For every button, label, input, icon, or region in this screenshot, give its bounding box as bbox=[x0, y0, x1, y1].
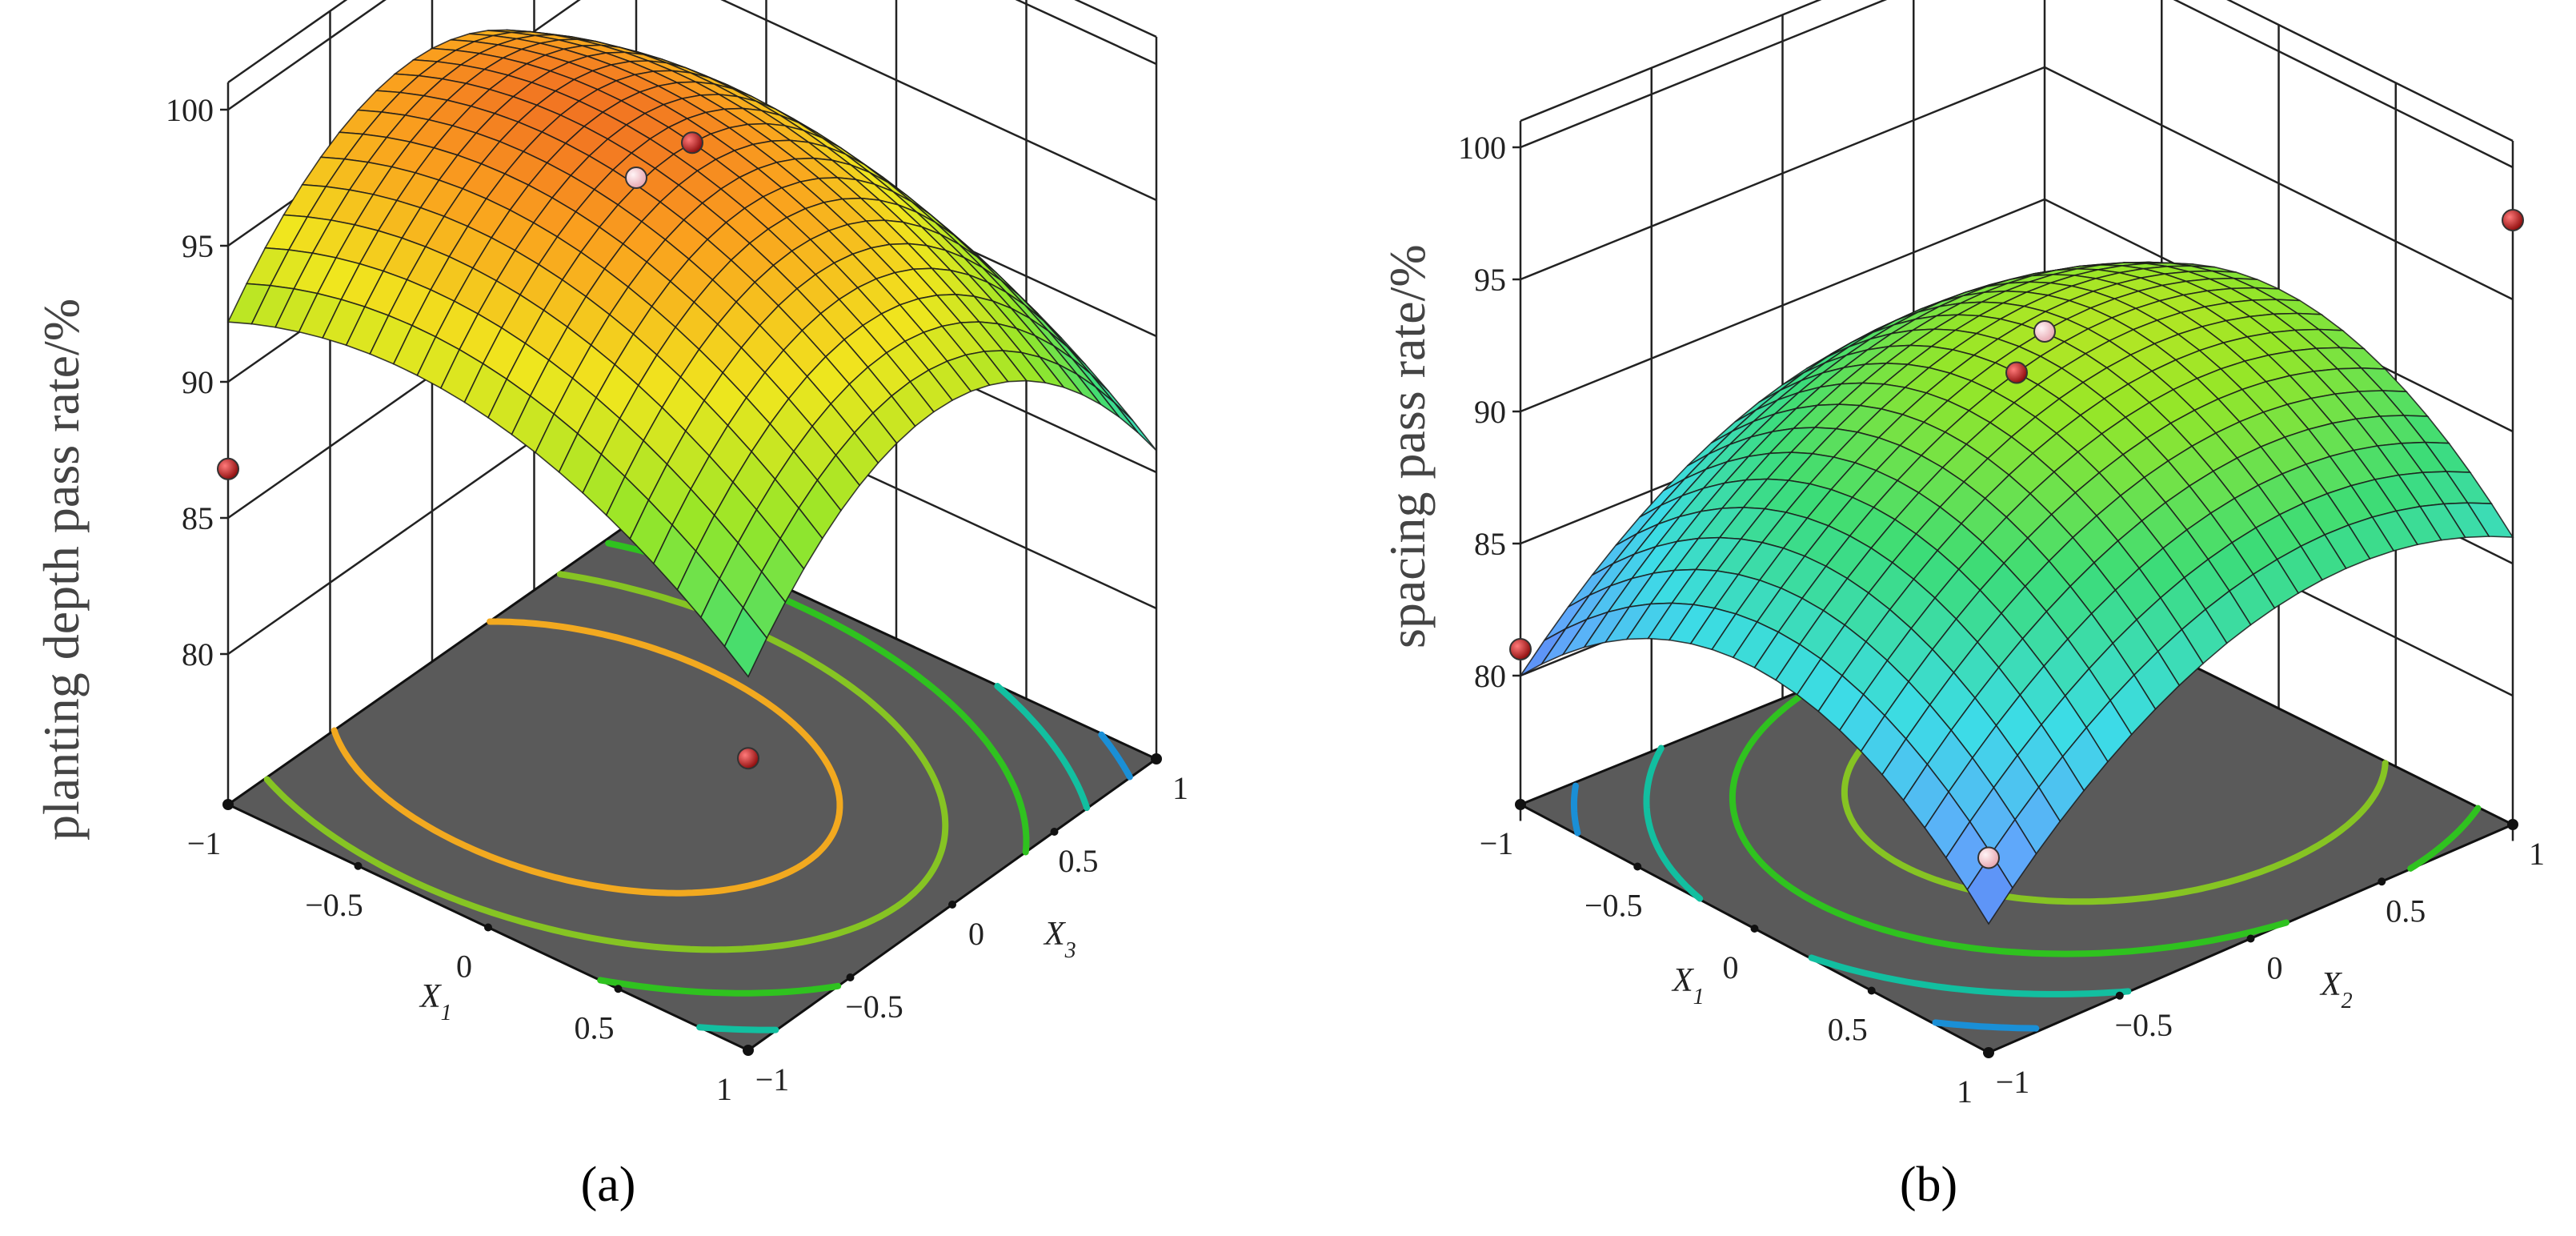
chart-b-wall-hgrid bbox=[1520, 0, 2514, 169]
chart-a-design-point bbox=[737, 747, 759, 770]
chart-a-contour-line bbox=[263, 571, 949, 953]
chart-a-ytick-mark bbox=[846, 973, 855, 981]
chart-a-ytick-mark bbox=[1152, 755, 1160, 763]
chart-a-contour-line bbox=[696, 683, 1091, 1033]
chart-a-ytick-label: 1 bbox=[1172, 770, 1188, 806]
chart-a-ytick-label: 0.5 bbox=[1059, 843, 1099, 879]
chart-a-contour-line bbox=[331, 618, 843, 897]
chart-a-xtick-label: 1 bbox=[716, 1071, 732, 1107]
chart-a-ticks: 80 85 90 95 100 −1 −0.5 0 0.5 1 −1 −0.5 0 0.5 1 bbox=[166, 92, 1188, 1107]
chart-a-xlabel-sub: 1 bbox=[441, 1001, 452, 1025]
chart-a-xtick-mark bbox=[224, 801, 232, 809]
chart-b-ylabel-sub: 2 bbox=[2342, 989, 2353, 1013]
chart-b-ytick-label: 1 bbox=[2529, 836, 2545, 872]
chart-a-ytick-mark bbox=[744, 1046, 752, 1054]
chart-b-ztick-label: 85 bbox=[1474, 526, 1506, 562]
chart-a-ylabel: X3 bbox=[1043, 916, 1076, 963]
chart-a-ylabel-name: X bbox=[1043, 916, 1067, 953]
chart-b-design-point bbox=[2033, 320, 2056, 343]
chart-a-ytick-label: 0 bbox=[968, 916, 984, 952]
chart-a-xtick-label: 0 bbox=[456, 949, 472, 985]
chart-b-wall-top-edge bbox=[1520, 0, 2514, 142]
chart-a-contour-line bbox=[1098, 731, 1133, 781]
chart-a-zlabel: planting depth pass rate/% bbox=[33, 299, 90, 841]
chart-b-points bbox=[1509, 209, 2524, 869]
chart-b-xtick-mark bbox=[1867, 986, 1876, 995]
chart-a-xtick-mark bbox=[354, 861, 363, 870]
chart-b-xtick-label: 0 bbox=[1723, 949, 1739, 985]
chart-b-ytick-mark bbox=[2115, 991, 2124, 1000]
chart-a-xtick-mark bbox=[614, 985, 623, 993]
chart-b-xtick-label: −1 bbox=[1480, 825, 1514, 861]
chart-b-ytick-mark bbox=[2246, 934, 2255, 943]
chart-b-panel-label: (b) bbox=[1900, 1158, 1957, 1212]
chart-a-design-point bbox=[681, 131, 703, 154]
chart-a-points bbox=[217, 131, 759, 770]
chart-a-surface-cell bbox=[723, 606, 768, 678]
chart-b-ztick-label: 80 bbox=[1474, 658, 1506, 694]
chart-a: 80 85 90 95 100 −1 −0.5 0 0.5 1 −1 −0.5 0 0.5 1 planti… bbox=[33, 0, 1188, 1212]
chart-a-ztick-label: 80 bbox=[182, 636, 214, 672]
chart-b-ztick-label: 100 bbox=[1458, 130, 1506, 166]
chart-b-ytick-mark bbox=[2378, 877, 2386, 886]
chart-a-xtick-label: −0.5 bbox=[305, 887, 363, 923]
chart-b-ztick-label: 90 bbox=[1474, 394, 1506, 430]
chart-a-ytick-label: −1 bbox=[755, 1061, 790, 1098]
chart-b-xtick-label: 1 bbox=[1957, 1073, 1973, 1110]
chart-a-ztick-label: 85 bbox=[182, 500, 214, 536]
chart-a-ytick-mark bbox=[948, 901, 956, 909]
chart-b-ytick-label: −1 bbox=[1996, 1064, 2030, 1100]
chart-a-panel-label: (a) bbox=[581, 1158, 636, 1212]
chart-b: 80 85 90 95 100 −1 −0.5 0 0.5 1 −1 −0.5 0 0.5 1 spacin… bbox=[1379, 0, 2545, 1212]
chart-b-surface bbox=[1520, 261, 2514, 925]
chart-b-xtick-label: −0.5 bbox=[1584, 888, 1643, 924]
chart-a-design-point bbox=[625, 167, 647, 189]
chart-b-contour-line bbox=[1570, 782, 2040, 1032]
chart-b-ticks: 80 85 90 95 100 −1 −0.5 0 0.5 1 −1 −0.5 0 0.5 1 bbox=[1458, 130, 2545, 1110]
chart-b-design-point bbox=[2502, 209, 2524, 231]
chart-a-xtick-label: 0.5 bbox=[575, 1009, 615, 1045]
chart-a-xlabel: X1 bbox=[419, 978, 452, 1025]
chart-b-design-point bbox=[2005, 361, 2028, 384]
chart-b-ytick-label: 0.5 bbox=[2386, 893, 2426, 929]
chart-a-ytick-label: −0.5 bbox=[845, 989, 903, 1025]
chart-b-xtick-mark bbox=[1516, 801, 1524, 809]
chart-a-ztick-label: 95 bbox=[182, 228, 214, 264]
chart-b-xlabel-sub: 1 bbox=[1693, 985, 1705, 1009]
chart-b-xtick-mark bbox=[1750, 925, 1759, 933]
chart-b-xlabel: X1 bbox=[1671, 962, 1705, 1009]
chart-a-wall-hgrid bbox=[227, 0, 1157, 111]
chart-a-surface bbox=[226, 29, 1157, 678]
chart-b-ylabel-name: X bbox=[2319, 966, 2343, 1003]
chart-b-design-point bbox=[1509, 638, 1532, 660]
chart-b-ytick-label: −0.5 bbox=[2114, 1007, 2173, 1043]
chart-b-xtick-label: 0.5 bbox=[1828, 1012, 1868, 1048]
chart-a-contours bbox=[263, 540, 1133, 1033]
chart-b-zlabel: spacing pass rate/% bbox=[1379, 244, 1436, 648]
chart-b-ylabel: X2 bbox=[2319, 966, 2353, 1013]
chart-b-wall-hgrid bbox=[1520, 66, 2514, 301]
chart-a-ztick-label: 90 bbox=[182, 364, 214, 400]
chart-a-xtick-label: −1 bbox=[187, 825, 222, 861]
chart-b-contour-line bbox=[1643, 744, 2132, 997]
chart-b-ztick-label: 95 bbox=[1474, 262, 1506, 298]
chart-b-design-point bbox=[1977, 846, 2000, 869]
chart-b-xlabel-name: X bbox=[1671, 962, 1695, 999]
chart-a-surface-cell bbox=[1095, 386, 1139, 433]
chart-a-design-point bbox=[217, 457, 239, 480]
chart-b-ytick-mark bbox=[2509, 821, 2517, 829]
chart-a-ztick-label: 100 bbox=[166, 92, 214, 128]
chart-b-ytick-mark bbox=[1985, 1049, 1993, 1057]
chart-a-ylabel-sub: 3 bbox=[1064, 938, 1076, 963]
chart-b-ytick-label: 0 bbox=[2267, 950, 2283, 986]
chart-a-xlabel-name: X bbox=[419, 978, 443, 1015]
chart-a-xtick-mark bbox=[484, 923, 492, 932]
chart-b-xtick-mark bbox=[1633, 862, 1642, 871]
chart-a-ytick-mark bbox=[1050, 828, 1059, 836]
